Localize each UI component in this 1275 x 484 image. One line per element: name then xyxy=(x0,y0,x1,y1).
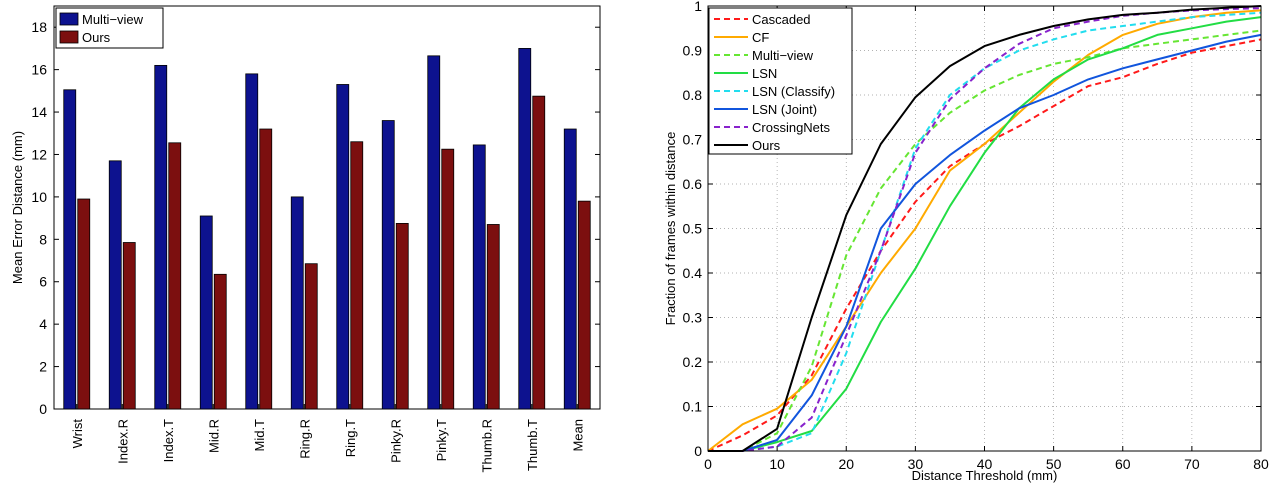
y-tick-label: 0.4 xyxy=(683,265,703,281)
x-tick-label: Pinky.T xyxy=(434,419,449,461)
y-tick-label: 0.1 xyxy=(683,399,703,415)
bar-chart: 0 2 4 6 8 10 12 14 16 18 Wrist Index.R Index.T Mid.R M… xyxy=(10,5,601,472)
legend-box xyxy=(708,7,853,155)
y-tick-label: 16 xyxy=(31,62,47,78)
x-tick-label: 0 xyxy=(704,456,712,472)
y-tick-label: 0.8 xyxy=(683,87,703,103)
bar-multiview xyxy=(518,48,532,410)
bar-ours xyxy=(395,223,409,410)
legend-label: LSN (Classify) xyxy=(752,84,835,99)
legend-label: CrossingNets xyxy=(752,120,831,135)
bar-multiview xyxy=(199,215,213,410)
x-tick-label: 30 xyxy=(908,456,924,472)
bar-multiview xyxy=(427,55,441,410)
x-tick-label: Mid.R xyxy=(206,419,221,453)
x-tick-label: 40 xyxy=(977,456,993,472)
bar-ours xyxy=(77,198,91,410)
y-tick-label: 14 xyxy=(31,104,47,120)
y-tick-label: 0.2 xyxy=(683,354,703,370)
legend-swatch xyxy=(59,30,79,44)
x-tick-label: Ring.R xyxy=(297,419,312,459)
x-tick-label: 80 xyxy=(1253,456,1269,472)
x-tick-label: Pinky.R xyxy=(388,419,403,463)
x-axis-label: Distance Threshold (mm) xyxy=(912,468,1058,483)
bar-ours xyxy=(304,263,318,410)
x-tick-label: Index.T xyxy=(161,419,176,462)
bar-ours xyxy=(122,242,136,410)
bar-multiview xyxy=(563,128,577,410)
bar-multiview xyxy=(336,84,350,410)
series-line-ours xyxy=(708,5,1262,452)
y-tick-label: 6 xyxy=(39,274,47,290)
x-tick-label: Index.R xyxy=(115,419,130,464)
bar-multiview xyxy=(108,160,122,410)
y-tick-label: 0 xyxy=(39,401,47,417)
series-line-lsn-joint xyxy=(708,33,1262,452)
y-tick-label: 8 xyxy=(39,231,47,247)
y-tick-label: 1 xyxy=(694,0,702,14)
y-tick-label: 0 xyxy=(694,443,702,459)
legend-label: Multi−view xyxy=(82,12,144,27)
y-tick-label: 0.6 xyxy=(683,176,703,192)
legend-swatch xyxy=(59,12,79,26)
y-tick-label: 12 xyxy=(31,146,47,162)
bar-multiview xyxy=(245,73,259,410)
y-tick-label: 0.3 xyxy=(683,310,703,326)
x-tick-label: Mid.T xyxy=(252,419,267,452)
y-tick-label: 0.5 xyxy=(683,221,703,237)
x-tick-label: 70 xyxy=(1184,456,1200,472)
legend-label: Multi−view xyxy=(752,48,814,63)
x-tick-label: Thumb.R xyxy=(479,419,494,472)
bar-ours xyxy=(213,273,227,410)
legend-label: LSN xyxy=(752,66,777,81)
plot-frame xyxy=(53,5,601,410)
x-tick-label: 50 xyxy=(1046,456,1062,472)
y-tick-label: 2 xyxy=(39,359,47,375)
y-tick-label: 4 xyxy=(39,316,47,332)
legend-label: Cascaded xyxy=(752,12,811,27)
bar-multiview xyxy=(381,120,395,410)
bar-ours xyxy=(577,200,591,410)
bar-ours xyxy=(486,224,500,410)
bar-multiview xyxy=(154,64,168,410)
legend: Cascaded CF Multi−view LSN LSN (Classify) LSN… xyxy=(708,7,853,155)
x-tick-label: 60 xyxy=(1115,456,1131,472)
plot-frame xyxy=(707,5,1262,452)
y-tick-label: 0.9 xyxy=(683,43,703,59)
legend: Multi−view Ours xyxy=(55,7,164,49)
bar-ours xyxy=(532,95,546,410)
bar-multiview xyxy=(290,196,304,410)
legend-label: Ours xyxy=(752,138,781,153)
series-line-multi-view xyxy=(708,29,1262,452)
x-tick-label: Ring.T xyxy=(343,419,358,457)
legend-label: LSN (Joint) xyxy=(752,102,817,117)
y-tick-label: 0.7 xyxy=(683,132,703,148)
bar-ours xyxy=(350,141,364,410)
y-tick-label: 18 xyxy=(31,19,47,35)
y-axis-label: Mean Error Distance (mm) xyxy=(10,131,25,284)
bar-multiview xyxy=(63,89,77,410)
series-line-lsn xyxy=(708,16,1262,452)
bar-multiview xyxy=(472,144,486,410)
line-chart: 0 10 20 30 40 50 60 70 80 0 0.1 0.2 0.3 0.4 0.5 0.6 0.7 0… xyxy=(663,0,1269,483)
x-tick-label: 10 xyxy=(769,456,785,472)
legend-label: Ours xyxy=(82,30,111,45)
x-tick-label: Thumb.T xyxy=(525,419,540,471)
y-axis-label: Fraction of frames within distance xyxy=(663,132,678,326)
bar-ours xyxy=(441,148,455,410)
x-tick-label: Wrist xyxy=(70,419,85,449)
series-line-lsn-classify xyxy=(708,11,1262,452)
y-tick-label: 10 xyxy=(31,189,47,205)
bar-ours xyxy=(259,128,273,410)
x-tick-label: Mean xyxy=(570,419,585,452)
bar-ours xyxy=(168,142,182,410)
legend-label: CF xyxy=(752,30,769,45)
x-tick-label: 20 xyxy=(838,456,854,472)
